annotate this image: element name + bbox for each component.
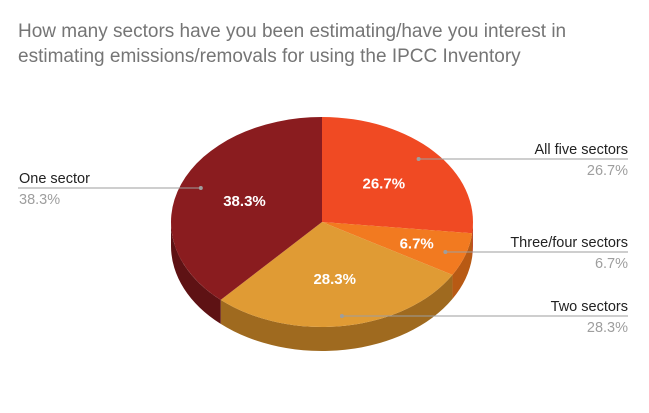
slice-percentage-label: 38.3% xyxy=(223,193,266,210)
legend-entry-name: Three/four sectors xyxy=(510,235,628,251)
pie-slices xyxy=(170,117,473,327)
slice-percentage-label: 28.3% xyxy=(313,271,356,288)
pie-side-2 xyxy=(220,274,453,351)
legend-entry-name: Two sectors xyxy=(551,299,628,315)
pie-sides xyxy=(171,222,473,351)
legend-entry-value: 38.3% xyxy=(19,192,60,208)
legend-entry-value: 28.3% xyxy=(587,320,628,336)
legend-entry-value: 6.7% xyxy=(595,256,628,272)
legend-leader-dot xyxy=(416,157,421,161)
pie-side-0 xyxy=(472,222,473,258)
legend-entry-name: One sector xyxy=(19,171,90,187)
pie-side-3 xyxy=(171,222,221,324)
pie-slice-2[interactable] xyxy=(220,222,453,327)
slice-percentage-label: 6.7% xyxy=(400,236,434,253)
pie-slice-3[interactable] xyxy=(170,117,322,300)
legend-leader-dot xyxy=(198,186,203,190)
pie-side-1 xyxy=(452,233,473,299)
legend: All five sectors 26.7% Three/four sectors 6… xyxy=(18,142,628,336)
pie-slice-1[interactable] xyxy=(322,222,473,275)
slice-labels: 26.7% 6.7% 28.3% 38.3% xyxy=(223,175,434,288)
legend-entry-value: 26.7% xyxy=(587,163,628,179)
legend-leader-dot xyxy=(443,250,448,254)
legend-leader-dot xyxy=(339,314,344,318)
slice-percentage-label: 26.7% xyxy=(363,175,406,192)
legend-entry-name: All five sectors xyxy=(535,142,628,158)
chart-title: How many sectors have you been estimatin… xyxy=(18,21,567,67)
pie-slice-0[interactable] xyxy=(322,117,473,234)
